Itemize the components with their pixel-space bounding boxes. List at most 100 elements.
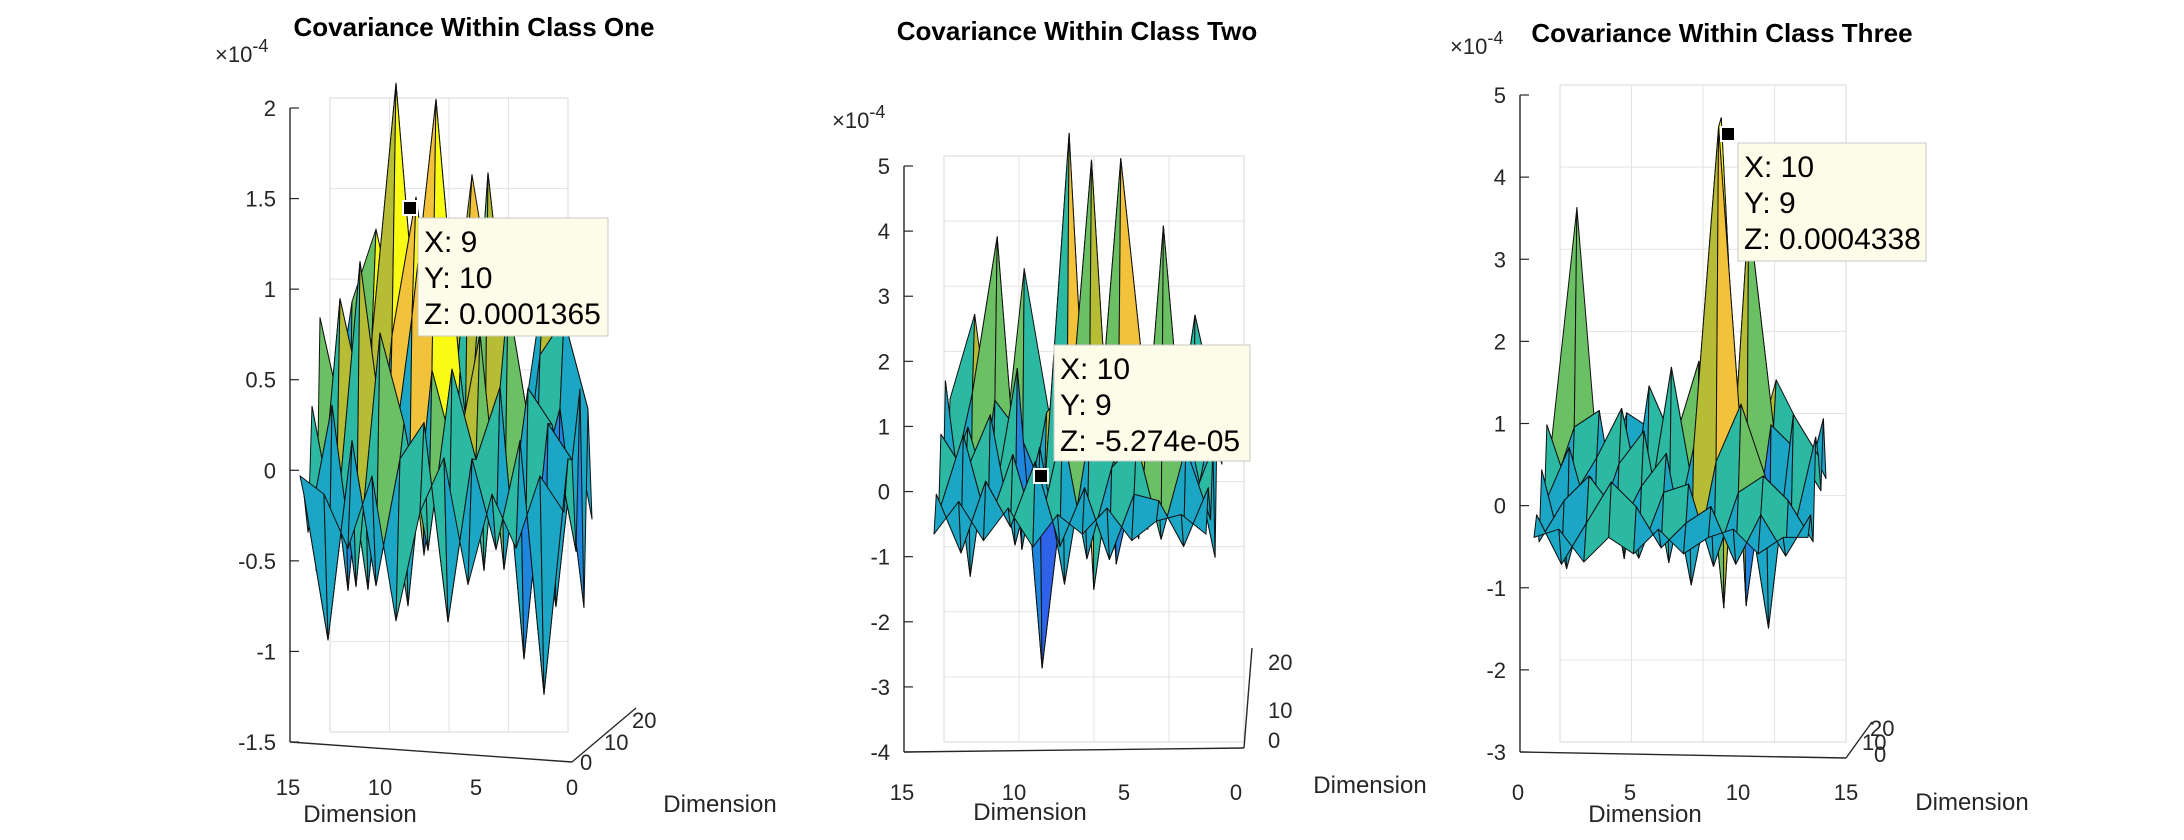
z-exponent-label: ×10-4 [215, 36, 268, 67]
y-axis-label: Dimension [1915, 789, 2028, 816]
y-tick-label: 10 [1862, 730, 1886, 755]
z-tick-label: -1 [1486, 576, 1506, 601]
data-tip-y: Y: 9 [1060, 389, 1112, 422]
x-tick-label: 0 [566, 775, 578, 800]
z-exponent-base: ×10 [1450, 34, 1487, 59]
data-tip-z: Z: 0.0004338 [1744, 223, 1921, 256]
x-tick-label: 15 [1834, 780, 1858, 805]
x-axis-label: Dimension [303, 801, 416, 828]
z-tick-label: -1 [870, 545, 890, 570]
y-axis-label: Dimension [663, 791, 776, 818]
data-tip-marker [1033, 468, 1049, 484]
data-tip: X: 9Y: 10Z: 0.0001365 [402, 200, 609, 337]
z-tick-label: -3 [1486, 740, 1506, 765]
z-tick-label: 3 [878, 284, 890, 309]
z-tick-label: -2 [870, 610, 890, 635]
y-tick-label: 20 [1870, 716, 1894, 741]
z-tick-label: -3 [870, 675, 890, 700]
x-axis-label: Dimension [973, 799, 1086, 826]
z-tick-label: 4 [1494, 165, 1506, 190]
z-exponent-label: ×10-4 [832, 102, 885, 133]
z-tick-label: 3 [1494, 247, 1506, 272]
data-tip-x: X: 10 [1060, 353, 1130, 386]
y-tick-label: 0 [1874, 742, 1886, 767]
z-exponent-power: -4 [869, 102, 885, 122]
y-axis-line [571, 707, 637, 763]
surface-patch [539, 458, 569, 695]
x-axis-line [1519, 751, 1847, 759]
data-tip: X: 10Y: 9Z: -5.274e-05 [1033, 344, 1251, 484]
chart-panel-1: Covariance Within Class One -1.5 -1 -0.5 0 0.… [215, 12, 777, 828]
surface-patch [1180, 487, 1209, 547]
data-tip-box [1737, 142, 1927, 262]
data-tip-y: Y: 10 [424, 262, 492, 295]
y-axis-line [1243, 647, 1253, 749]
data-tip-box [1053, 344, 1251, 462]
data-tip-marker [402, 200, 418, 216]
z-tick-label: 2 [878, 349, 890, 374]
data-tip-z: Z: -5.274e-05 [1060, 425, 1240, 458]
z-exponent-power: -4 [1487, 28, 1503, 48]
y-tick-label: 10 [604, 730, 628, 755]
data-tip-z: Z: 0.0001365 [424, 298, 601, 331]
chart-panel-3: Covariance Within Class Three -3 -2 -1 0 1 2 3 4… [1450, 18, 2029, 828]
chart-title: Covariance Within Class One [294, 12, 655, 42]
x-tick-label: 0 [1230, 780, 1242, 805]
data-tip-x: X: 9 [424, 226, 477, 259]
z-tick-label: 1 [264, 277, 276, 302]
x-tick-label: 10 [1726, 780, 1750, 805]
data-tip-marker [1720, 126, 1736, 142]
y-tick-label: 20 [1268, 650, 1292, 675]
x-tick-label: 5 [470, 775, 482, 800]
z-exponent-label: ×10-4 [1450, 28, 1503, 59]
z-tick-label: 0 [878, 480, 890, 505]
data-tip: X: 10Y: 9Z: 0.0004338 [1720, 126, 1927, 262]
y-tick-label: 20 [632, 708, 656, 733]
z-exponent-power: -4 [252, 36, 268, 56]
x-axis-label: Dimension [1588, 801, 1701, 828]
z-tick-label: 0 [1494, 494, 1506, 519]
x-tick-label: 5 [1118, 780, 1130, 805]
x-tick-label: 15 [890, 780, 914, 805]
x-tick-label: 10 [368, 775, 392, 800]
z-tick-label: -2 [1486, 658, 1506, 683]
z-tick-label: 1 [1494, 412, 1506, 437]
z-tick-label: 2 [264, 96, 276, 121]
y-tick-label: 10 [1268, 698, 1292, 723]
surface [1533, 117, 1827, 629]
y-tick-label: 0 [580, 750, 592, 775]
chart-title: Covariance Within Class Two [897, 16, 1257, 46]
z-tick-label: 5 [878, 154, 890, 179]
z-exponent-base: ×10 [832, 108, 869, 133]
data-tip-y: Y: 9 [1744, 187, 1796, 220]
x-tick-label: 10 [1002, 780, 1026, 805]
y-axis-label: Dimension [1313, 772, 1426, 799]
surface-patch [1131, 493, 1160, 542]
data-tip-box [417, 217, 609, 337]
z-tick-label: -1.5 [238, 730, 276, 755]
surface [299, 82, 593, 695]
z-tick-label: -0.5 [238, 549, 276, 574]
z-tick-label: -4 [870, 740, 890, 765]
surface-patch [1782, 514, 1812, 557]
z-tick-label: 5 [1494, 83, 1506, 108]
z-tick-label: 0 [264, 458, 276, 483]
x-axis-line [289, 741, 573, 763]
z-tick-label: 1.5 [245, 187, 276, 212]
z-tick-label: 1 [878, 414, 890, 439]
x-tick-label: 15 [276, 775, 300, 800]
y-axis-line [1845, 721, 1873, 759]
x-tick-label: 5 [1624, 780, 1636, 805]
y-tick-label: 0 [1268, 728, 1280, 753]
x-tick-label: 0 [1512, 780, 1524, 805]
x-axis-line [903, 747, 1245, 753]
chart-title: Covariance Within Class Three [1531, 18, 1912, 48]
z-tick-label: 0.5 [245, 368, 276, 393]
chart-panel-2: Covariance Within Class Two -4 -3 -2 -1 0 1 2 3 4… [832, 16, 1427, 826]
z-tick-label: 2 [1494, 329, 1506, 354]
data-tip-x: X: 10 [1744, 151, 1814, 184]
z-tick-label: -1 [256, 639, 276, 664]
z-exponent-base: ×10 [215, 42, 252, 67]
z-tick-label: 4 [878, 219, 890, 244]
